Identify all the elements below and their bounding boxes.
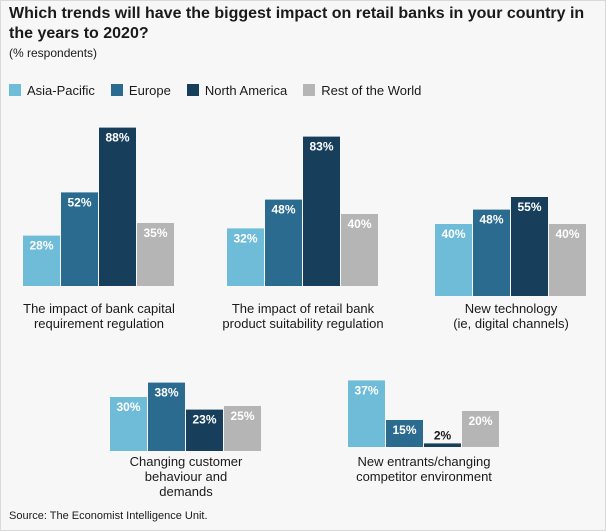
value-label-4-1: 30% — [116, 400, 140, 414]
bar-4-asia-pacific — [110, 397, 147, 451]
value-label-4-2: 38% — [154, 386, 178, 400]
legend-swatch-north-america — [186, 84, 199, 96]
category-label-3-line-2: (ie, digital channels) — [453, 316, 569, 331]
bar-4-europe — [148, 382, 185, 451]
value-label-4-4: 25% — [230, 409, 254, 423]
value-label-1-3: 88% — [105, 131, 129, 145]
category-label-5-line-1: New entrants/changing — [358, 454, 491, 469]
bar-2-rest-of-the-world — [341, 214, 378, 286]
value-label-5-2: 15% — [392, 423, 416, 437]
value-label-2-1: 32% — [233, 231, 257, 245]
bar-1-asia-pacific — [23, 235, 60, 286]
bar-1-europe — [61, 192, 98, 286]
category-label-2-line-2: product suitability regulation — [222, 316, 383, 331]
bar-5-north-america — [424, 443, 461, 447]
bar-5-asia-pacific — [348, 380, 385, 447]
value-label-3-2: 48% — [479, 213, 503, 227]
category-label-1-line-1: The impact of bank capital — [23, 301, 175, 316]
value-label-5-1: 37% — [354, 383, 378, 397]
chart-subtitle: (% respondents) — [9, 46, 98, 60]
category-label-4-line-3: demands — [159, 484, 213, 499]
chart-title: Which trends will have the biggest impac… — [9, 5, 585, 42]
legend-item-north-america: North America — [186, 82, 288, 98]
legend-label-rest-of-world: Rest of the World — [321, 82, 422, 98]
legend-label-europe: Europe — [128, 82, 171, 98]
bar-4-north-america — [186, 409, 223, 451]
bar-3-rest-of-the-world — [549, 224, 586, 296]
value-label-2-2: 48% — [271, 203, 295, 217]
bar-2-europe — [265, 199, 302, 286]
category-label-4-line-2: behaviour and — [145, 469, 227, 484]
value-label-5-4: 20% — [468, 414, 492, 428]
value-label-1-1: 28% — [29, 239, 53, 253]
bar-3-north-america — [511, 197, 548, 296]
legend-label-north-america: North America — [204, 82, 288, 98]
legend-item-europe: Europe — [110, 82, 171, 98]
source-note: Source: The Economist Intelligence Unit. — [9, 510, 208, 522]
legend-swatch-rest-of-world — [303, 84, 316, 96]
legend-swatch-asia-pacific — [9, 84, 21, 96]
value-label-1-2: 52% — [67, 195, 91, 209]
bar-5-rest-of-the-world — [462, 411, 499, 447]
value-label-3-3: 55% — [517, 200, 541, 214]
bar-2-north-america — [303, 136, 340, 286]
value-label-2-3: 83% — [309, 140, 333, 154]
value-label-5-3: 2% — [434, 428, 452, 442]
bar-1-rest-of-the-world — [137, 223, 174, 286]
bar-2-asia-pacific — [227, 228, 264, 286]
value-label-3-4: 40% — [555, 227, 579, 241]
bar-5-europe — [386, 420, 423, 447]
bar-3-europe — [473, 209, 510, 296]
category-label-1-line-2: requirement regulation — [34, 316, 164, 331]
legend: Asia-Pacific Europe North America Rest o… — [9, 82, 437, 98]
category-label-3-line-1: New technology — [465, 301, 558, 316]
bar-4-rest-of-the-world — [224, 406, 261, 451]
legend-label-asia-pacific: Asia-Pacific — [27, 82, 95, 98]
category-label-5-line-2: competitor environment — [356, 469, 492, 484]
value-label-4-3: 23% — [192, 413, 216, 427]
bar-1-north-america — [99, 127, 136, 286]
legend-item-asia-pacific: Asia-Pacific — [9, 83, 95, 98]
value-label-3-1: 40% — [441, 227, 465, 241]
value-label-2-4: 40% — [347, 217, 371, 231]
value-label-1-4: 35% — [143, 226, 167, 240]
legend-swatch-europe — [110, 84, 123, 96]
bar-3-asia-pacific — [435, 224, 472, 296]
category-label-4-line-1: Changing customer — [130, 454, 243, 469]
legend-item-rest-of-world: Rest of the World — [303, 83, 421, 98]
category-label-2-line-1: The impact of retail bank — [232, 301, 375, 316]
